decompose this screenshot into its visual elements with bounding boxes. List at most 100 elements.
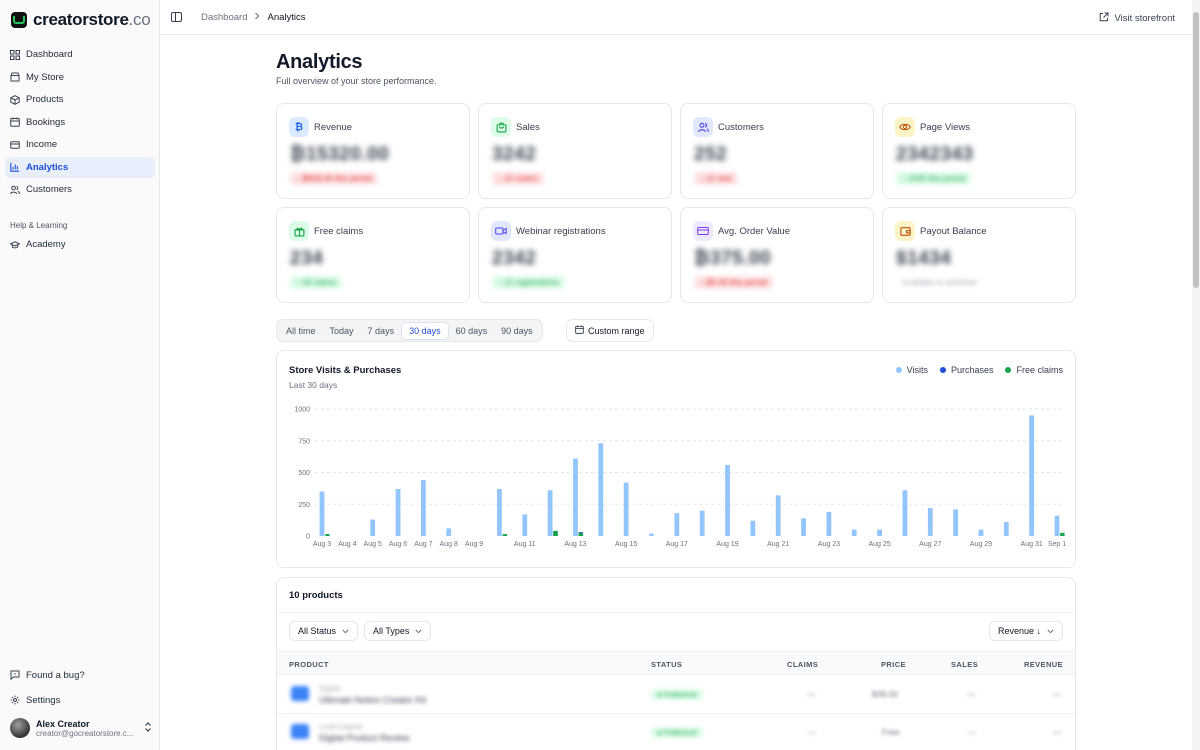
bar-visits <box>446 528 452 536</box>
bar-visits <box>699 510 705 536</box>
visit-storefront-label: Visit storefront <box>1114 13 1175 24</box>
column-header-status[interactable]: STATUS <box>651 660 683 669</box>
chevrons-up-down-icon[interactable] <box>144 722 152 734</box>
product-sales: — <box>967 689 976 699</box>
bar-chart-icon <box>10 162 20 172</box>
product-revenue: — <box>1052 727 1062 737</box>
stat-card-revenue: ₿ Revenue ₿15320.00 ↓ ₿659.00 this perio… <box>276 103 470 199</box>
stat-label: Payout Balance <box>920 226 987 237</box>
sidebar-item-academy[interactable]: Academy <box>5 234 155 255</box>
x-tick-label: Sep 1 <box>1048 541 1066 548</box>
users-icon <box>693 117 713 137</box>
chart-plot: 0 250 500 750 1000 Aug 3 Aug 4 Aug 5 Aug 6 Aug 7 A… <box>294 407 1066 549</box>
x-tick-label: Aug 6 <box>389 541 407 548</box>
stat-value: 3242 <box>492 144 537 165</box>
bar-visits <box>851 529 857 536</box>
sidebar-item-customers[interactable]: Customers <box>5 179 155 200</box>
settings-link[interactable]: Settings <box>5 689 155 711</box>
range-90-days[interactable]: 90 days <box>501 325 533 336</box>
products-count: 10 products <box>289 590 343 601</box>
range-today[interactable]: Today <box>329 325 354 336</box>
product-type: Lead magnet <box>319 722 363 731</box>
status-filter-dropdown[interactable]: All Status <box>289 621 359 641</box>
bar-visits <box>775 495 781 536</box>
bar-visits <box>547 490 553 536</box>
bar-visits <box>1029 415 1035 536</box>
range-30-days[interactable]: 30 days <box>401 321 449 340</box>
product-name[interactable]: Ultimate Notion Creator Kit <box>319 695 427 705</box>
sidebar-toggle-icon[interactable] <box>171 12 182 22</box>
x-tick-label: Aug 9 <box>465 541 483 548</box>
chevron-down-icon <box>415 626 422 636</box>
column-header-revenue[interactable]: REVENUE <box>1023 660 1063 669</box>
sidebar-nav: Dashboard My Store Products Bookings Inc… <box>5 44 155 202</box>
stat-card-page-views: Page Views 2342343 ↑ 2345 this period <box>882 103 1076 199</box>
page-scrollbar[interactable] <box>1192 0 1200 750</box>
bar-visits <box>420 480 426 536</box>
stat-value: 234 <box>290 248 324 269</box>
user-menu[interactable]: Alex Creator creator@gocreatorstore.c... <box>10 718 152 738</box>
sidebar-item-analytics[interactable]: Analytics <box>5 156 155 178</box>
y-tick-label: 500 <box>298 470 310 477</box>
sidebar-item-dashboard[interactable]: Dashboard <box>5 44 155 65</box>
bar-visits <box>826 511 832 536</box>
column-header-price[interactable]: PRICE <box>881 660 906 669</box>
stat-label: Customers <box>718 122 764 133</box>
range-7-days[interactable]: 7 days <box>367 325 395 336</box>
column-header-claims[interactable]: CLAIMS <box>787 660 819 669</box>
visit-storefront-link[interactable]: Visit storefront <box>1099 12 1175 25</box>
chart-subtitle: Last 30 days <box>289 380 338 390</box>
stat-card-payout-balance: Payout Balance $1434 Available to withdr… <box>882 207 1076 303</box>
bar-visits <box>877 529 882 536</box>
bar-free-claims <box>578 532 584 536</box>
legend-visits[interactable]: Visits <box>895 365 928 375</box>
x-tick-label: Aug 21 <box>767 541 789 548</box>
bar-visits <box>1003 522 1009 536</box>
legend-free-claims-label: Free claims <box>1016 365 1063 375</box>
page-subtitle: Full overview of your store performance. <box>276 76 437 86</box>
legend-purchases[interactable]: Purchases <box>939 365 993 375</box>
product-thumbnail <box>291 724 309 739</box>
stat-card-customers: Customers 252 ↓ 12 new <box>680 103 874 199</box>
breadcrumb-dashboard[interactable]: Dashboard <box>201 12 248 23</box>
range-all-time[interactable]: All time <box>286 325 316 336</box>
bar-visits <box>725 464 730 536</box>
legend-purchases-dot <box>939 367 946 373</box>
sidebar-item-label: Academy <box>26 239 66 250</box>
x-tick-label: Aug 29 <box>970 541 992 548</box>
bar-visits <box>395 489 401 536</box>
column-header-product[interactable]: PRODUCT <box>289 660 329 669</box>
breadcrumb: Dashboard Analytics <box>201 12 306 23</box>
brand-logo[interactable]: creatorstore.co <box>11 10 151 30</box>
stat-card-sales: Sales 3242 ↓ 12 orders <box>478 103 672 199</box>
legend-free-claims[interactable]: Free claims <box>1005 365 1063 375</box>
page-title: Analytics <box>276 51 363 73</box>
credit-card-icon <box>693 221 713 241</box>
status-badge: ● Published <box>651 689 703 700</box>
store-icon <box>10 72 20 82</box>
sidebar-item-label: Found a bug? <box>26 669 85 681</box>
sort-dropdown[interactable]: Revenue ↓ <box>988 621 1063 641</box>
status-badge: ● Published <box>651 727 703 738</box>
type-filter-dropdown[interactable]: All Types <box>364 621 432 641</box>
table-header: PRODUCT STATUS CLAIMS PRICE SALES REVENU… <box>277 651 1075 675</box>
y-tick-label: 1000 <box>294 407 310 414</box>
sidebar-item-bookings[interactable]: Bookings <box>5 112 155 133</box>
stat-value: 2342343 <box>896 144 974 165</box>
sidebar-item-income[interactable]: Income <box>5 134 155 155</box>
table-row[interactable]: Digital Ultimate Notion Creator Kit ● Pu… <box>277 676 1075 714</box>
sidebar-item-products[interactable]: Products <box>5 89 155 110</box>
sidebar-item-my-store[interactable]: My Store <box>5 67 155 88</box>
product-name[interactable]: Digital Product Review <box>319 733 410 743</box>
found-bug-link[interactable]: Found a bug? <box>5 664 155 686</box>
x-tick-label: Aug 15 <box>615 541 637 548</box>
sidebar-item-label: Bookings <box>26 116 66 128</box>
column-header-sales[interactable]: SALES <box>951 660 979 669</box>
scrollbar-thumb[interactable] <box>1193 12 1199 288</box>
table-row[interactable]: Lead magnet Digital Product Review ● Pub… <box>277 714 1075 750</box>
gift-icon <box>289 221 309 241</box>
sidebar-item-label: Customers <box>26 184 72 195</box>
range-60-days[interactable]: 60 days <box>455 325 488 336</box>
x-tick-label: Aug 31 <box>1021 541 1043 548</box>
custom-range-button[interactable]: Custom range <box>566 319 654 342</box>
